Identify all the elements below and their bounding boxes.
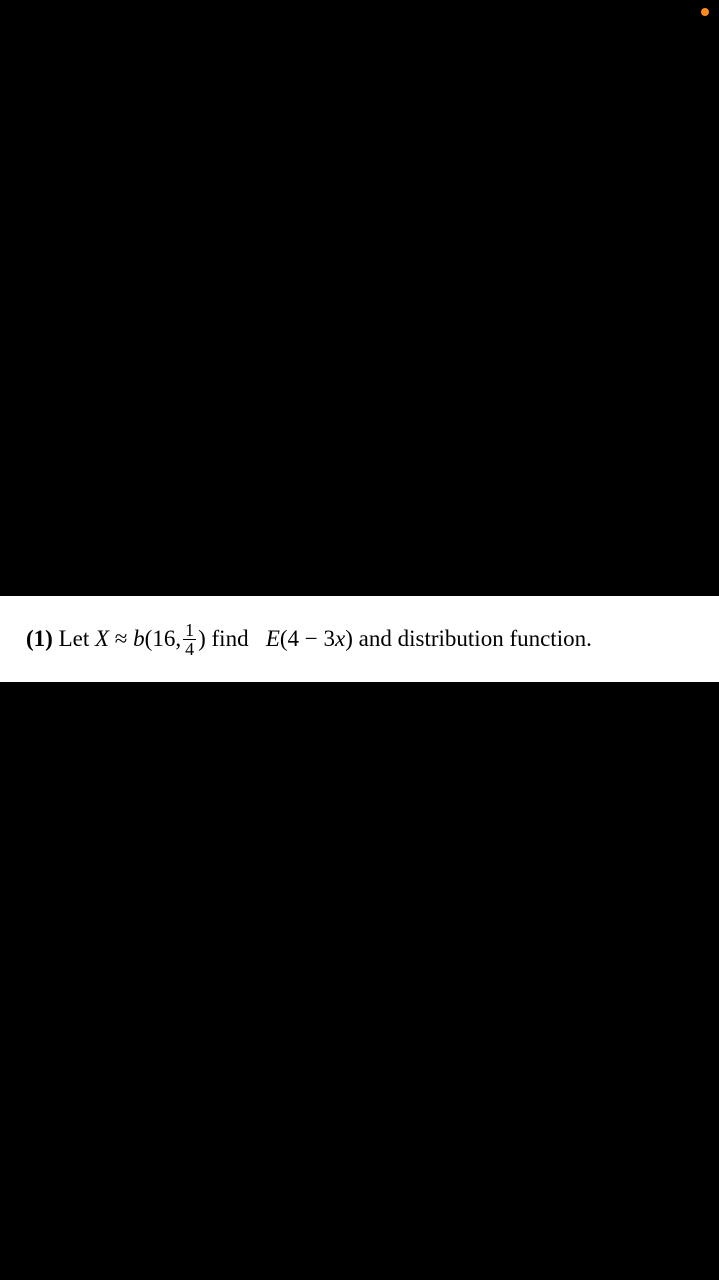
text-tail: and distribution function.	[353, 623, 592, 655]
approx-symbol: ≈	[109, 623, 133, 655]
text-let: Let	[53, 623, 95, 655]
problem-statement: (1) Let X ≈ b (16, 1 4 ) find E (4 − 3 x…	[26, 621, 592, 658]
dist-close: )	[198, 623, 206, 655]
fraction-numerator: 1	[183, 621, 196, 639]
expectation-close: )	[345, 623, 353, 655]
text-find: find	[206, 623, 266, 655]
fraction-denominator: 4	[183, 639, 196, 658]
fraction-one-quarter: 1 4	[183, 621, 196, 658]
variable-x: X	[95, 623, 109, 655]
expectation-e: E	[266, 623, 280, 655]
distribution-name: b	[133, 623, 145, 655]
problem-strip: (1) Let X ≈ b (16, 1 4 ) find E (4 − 3 x…	[0, 596, 719, 682]
dist-open: (16,	[145, 623, 181, 655]
problem-number: (1)	[26, 623, 53, 655]
expectation-var-x: x	[335, 623, 345, 655]
status-indicator-dot	[701, 8, 709, 16]
expectation-open: (4 − 3	[280, 623, 335, 655]
